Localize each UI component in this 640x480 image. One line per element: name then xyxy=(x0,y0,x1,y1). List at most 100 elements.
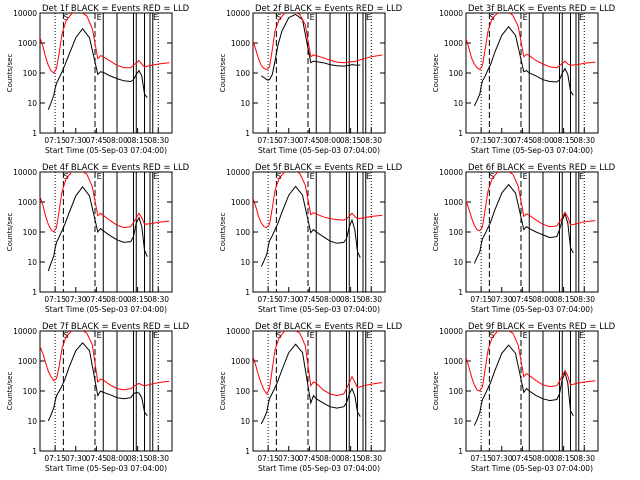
detector-panel: Det 9f BLACK = Events RED = LLD 1 10 100 100… xyxy=(432,322,616,473)
event-marker-label: E xyxy=(366,331,371,340)
x-tick-label: 08:30 xyxy=(147,136,169,145)
detector-panel: Det 7f BLACK = Events RED = LLD 1 10 100 100… xyxy=(6,322,190,473)
events-series-line xyxy=(47,185,148,272)
x-tick-label: 07:15 xyxy=(44,136,66,145)
y-axis-label: Counts/sec xyxy=(6,213,14,252)
event-marker-label: E xyxy=(366,172,371,181)
x-tick-label: 07:30 xyxy=(65,136,87,145)
event-marker-label: S xyxy=(277,331,282,340)
y-tick-label: 1000 xyxy=(444,357,463,366)
panel-title: Det 5f BLACK = Events RED = LLD xyxy=(255,163,403,173)
detector-panel: Det 8f BLACK = Events RED = LLD 1 10 100 100… xyxy=(219,322,403,473)
x-tick-label: 07:30 xyxy=(491,454,513,463)
y-tick-label: 1 xyxy=(32,129,37,138)
x-tick-label: 07:15 xyxy=(257,136,279,145)
x-tick-label: 07:15 xyxy=(470,295,492,304)
x-tick-label: 07:15 xyxy=(470,136,492,145)
y-axis-label: Counts/sec xyxy=(219,372,227,411)
y-tick-label: 100 xyxy=(23,69,38,78)
event-marker-label: S xyxy=(490,172,495,181)
y-tick-label: 10000 xyxy=(439,327,463,336)
event-marker-label: E xyxy=(153,172,158,181)
detector-panel: Det 5f BLACK = Events RED = LLD 1 10 100 100… xyxy=(219,163,403,314)
y-tick-label: 1000 xyxy=(444,198,463,207)
y-tick-label: 10000 xyxy=(13,9,37,18)
y-tick-label: 1000 xyxy=(444,39,463,48)
x-axis-label: Start Time (05-Sep-03 07:04:00) xyxy=(258,146,380,155)
x-tick-label: 08:15 xyxy=(127,295,149,304)
y-tick-label: 1 xyxy=(245,288,250,297)
panel-title: Det 1f BLACK = Events RED = LLD xyxy=(42,4,190,14)
event-marker-label: E xyxy=(310,331,315,340)
panel-title: Det 8f BLACK = Events RED = LLD xyxy=(255,322,403,332)
x-tick-label: 08:00 xyxy=(319,136,341,145)
x-tick-label: 07:15 xyxy=(470,454,492,463)
panel-title: Det 9f BLACK = Events RED = LLD xyxy=(468,322,616,332)
lld-series-line xyxy=(40,172,170,233)
x-tick-label: 08:30 xyxy=(360,454,382,463)
x-tick-label: 07:45 xyxy=(299,454,321,463)
y-tick-label: 10 xyxy=(27,99,37,108)
x-tick-label: 07:45 xyxy=(512,295,534,304)
y-tick-label: 1 xyxy=(245,447,250,456)
event-marker-label: S xyxy=(64,13,69,22)
events-series-line xyxy=(473,25,574,107)
x-tick-label: 08:00 xyxy=(319,454,341,463)
plot-frame xyxy=(465,12,599,134)
event-marker-label: E xyxy=(97,172,102,181)
y-tick-label: 1000 xyxy=(18,198,37,207)
event-marker-label: E xyxy=(523,172,528,181)
x-tick-label: 08:15 xyxy=(340,454,362,463)
y-tick-label: 100 xyxy=(236,228,251,237)
event-marker-label: E xyxy=(310,172,315,181)
x-tick-label: 07:45 xyxy=(512,454,534,463)
event-marker-label: E xyxy=(579,13,584,22)
y-tick-label: 1000 xyxy=(231,39,250,48)
events-series-line xyxy=(473,344,574,426)
y-tick-label: 1000 xyxy=(18,357,37,366)
y-tick-label: 100 xyxy=(23,228,38,237)
y-tick-label: 1 xyxy=(458,447,463,456)
x-tick-label: 07:15 xyxy=(44,295,66,304)
x-tick-label: 07:45 xyxy=(86,454,108,463)
y-tick-label: 10 xyxy=(453,258,463,267)
x-tick-label: 07:15 xyxy=(257,295,279,304)
event-marker-label: E xyxy=(523,13,528,22)
x-tick-label: 08:30 xyxy=(360,295,382,304)
x-axis-label: Start Time (05-Sep-03 07:04:00) xyxy=(471,305,593,314)
y-tick-label: 10000 xyxy=(13,327,37,336)
x-axis-label: Start Time (05-Sep-03 07:04:00) xyxy=(45,464,167,473)
x-axis-label: Start Time (05-Sep-03 07:04:00) xyxy=(45,305,167,314)
x-tick-label: 07:15 xyxy=(257,454,279,463)
event-marker-label: S xyxy=(64,331,69,340)
y-axis-label: Counts/sec xyxy=(432,213,440,252)
y-tick-label: 1000 xyxy=(231,357,250,366)
events-series-line xyxy=(261,13,361,81)
x-tick-label: 07:30 xyxy=(278,295,300,304)
x-tick-label: 08:15 xyxy=(127,454,149,463)
event-marker-label: S xyxy=(490,13,495,22)
lld-series-line xyxy=(466,172,596,232)
y-tick-label: 10000 xyxy=(226,327,250,336)
x-tick-label: 08:15 xyxy=(553,136,575,145)
y-tick-label: 100 xyxy=(23,387,38,396)
y-tick-label: 10 xyxy=(453,417,463,426)
event-marker-label: E xyxy=(97,13,102,22)
detector-panel: Det 3f BLACK = Events RED = LLD 1 10 100 100… xyxy=(432,4,616,155)
x-tick-label: 08:15 xyxy=(340,136,362,145)
lld-series-line xyxy=(253,331,383,397)
event-marker-label: S xyxy=(490,331,495,340)
x-tick-label: 08:15 xyxy=(127,136,149,145)
y-axis-label: Counts/sec xyxy=(6,372,14,411)
lld-series-line xyxy=(40,13,170,74)
event-marker-label: E xyxy=(579,172,584,181)
x-tick-label: 08:30 xyxy=(147,454,169,463)
y-tick-label: 100 xyxy=(236,387,251,396)
x-tick-label: 08:15 xyxy=(553,295,575,304)
lld-series-line xyxy=(40,331,170,391)
y-axis-label: Counts/sec xyxy=(6,54,14,93)
x-tick-label: 08:15 xyxy=(553,454,575,463)
event-marker-label: E xyxy=(97,331,102,340)
panel-title: Det 3f BLACK = Events RED = LLD xyxy=(468,4,616,14)
